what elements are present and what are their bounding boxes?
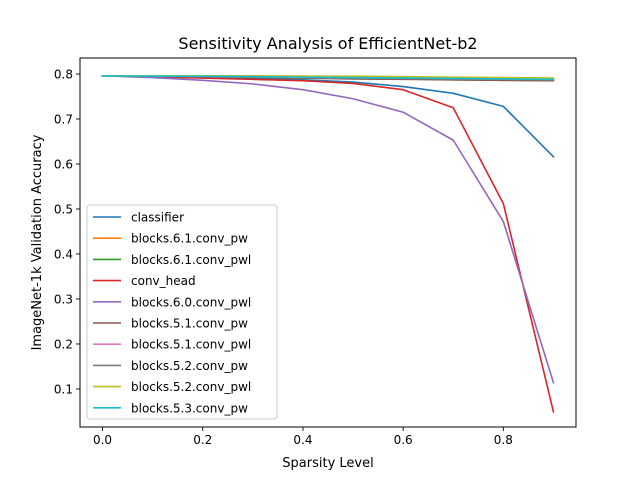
- y-axis-label: ImageNet-1k Validation Accuracy: [30, 134, 45, 350]
- legend-label-9: blocks.5.3.conv_pw: [131, 401, 248, 415]
- legend-label-5: blocks.5.1.conv_pw: [131, 317, 248, 331]
- y-tick-label: 0.2: [54, 337, 73, 351]
- x-tick-label: 0.0: [93, 433, 112, 447]
- y-axis-ticks: 0.1 0.2 0.3 0.4 0.5 0.6 0.7 0.8: [54, 67, 80, 396]
- x-tick-label: 0.4: [293, 433, 312, 447]
- legend-box: [86, 204, 278, 420]
- series-line-3: [101, 74, 555, 413]
- y-tick-label: 0.3: [54, 292, 73, 306]
- legend: classifier blocks.6.1.conv_pw blocks.6.1.c…: [86, 204, 278, 420]
- x-tick-label: 0.2: [193, 433, 212, 447]
- y-tick-label: 0.5: [54, 202, 73, 216]
- y-tick-label: 0.8: [54, 67, 73, 81]
- legend-label-0: classifier: [131, 211, 184, 225]
- plot-series: [101, 74, 555, 413]
- x-tick-label: 0.6: [394, 433, 413, 447]
- series-line-4: [101, 74, 555, 384]
- plot-frame: [79, 57, 577, 428]
- x-axis-label: Sparsity Level: [282, 456, 373, 471]
- series-line-9: [101, 74, 555, 81]
- x-tick-label: 0.8: [494, 433, 513, 447]
- y-tick-label: 0.7: [54, 112, 73, 126]
- y-tick-label: 0.6: [54, 157, 73, 171]
- chart-title: Sensitivity Analysis of EfficientNet-b2: [178, 34, 477, 53]
- legend-label-4: blocks.6.0.conv_pwl: [131, 295, 251, 309]
- legend-label-2: blocks.6.1.conv_pwl: [131, 253, 251, 267]
- legend-label-8: blocks.5.2.conv_pwl: [131, 380, 251, 394]
- legend-label-3: conv_head: [131, 274, 196, 288]
- x-axis-ticks: 0.0 0.2 0.4 0.6 0.8: [93, 427, 513, 447]
- y-tick-label: 0.4: [54, 247, 73, 261]
- legend-label-6: blocks.5.1.conv_pwl: [131, 338, 251, 352]
- y-tick-label: 0.1: [54, 382, 73, 396]
- legend-label-1: blocks.6.1.conv_pw: [131, 232, 248, 246]
- legend-label-7: blocks.5.2.conv_pw: [131, 359, 248, 373]
